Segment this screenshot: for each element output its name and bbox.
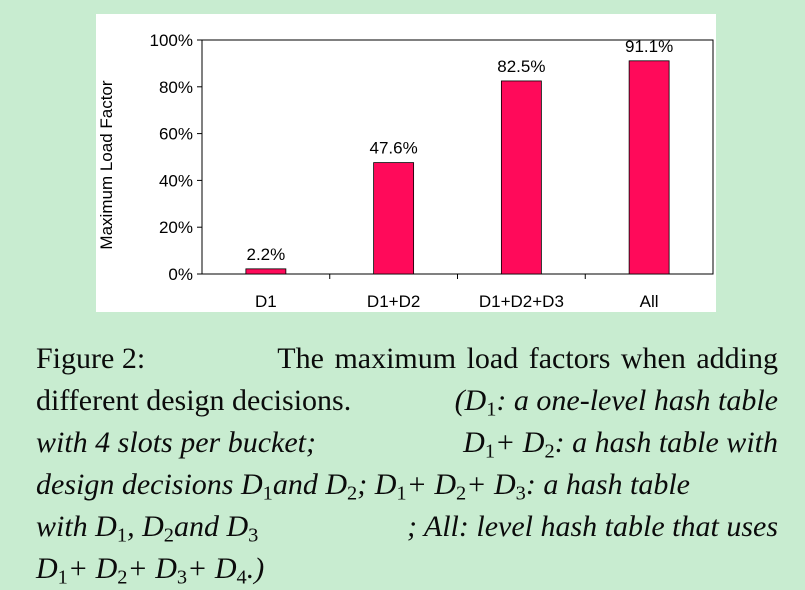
bar (373, 162, 415, 275)
caption-line-2: different design decisions. (D1: a one-l… (36, 380, 778, 422)
y-tick-label: 40% (159, 171, 193, 190)
figure-caption: Figure 2: The maximum load factors when … (36, 338, 778, 590)
bar (628, 60, 670, 275)
bar (500, 80, 542, 275)
caption-text: different design decisions. (36, 384, 352, 417)
y-tick-label: 80% (159, 78, 193, 97)
caption-label: Figure 2: (36, 342, 146, 375)
y-axis-label: Maximum Load Factor (97, 80, 116, 249)
y-tick-label: 0% (168, 265, 193, 284)
x-tick-label: D1+D2 (367, 292, 420, 311)
caption-definition: with D1, D2 and D3 (36, 510, 259, 547)
y-axis-label-group: Maximum Load Factor (97, 80, 116, 249)
caption-line-3: with 4 slots per bucket; D1 + D2: a hash… (36, 422, 778, 464)
bar (245, 268, 287, 275)
data-label: 2.2% (247, 245, 286, 264)
bar-chart: Maximum Load Factor 0% 20% 40% 60% 80% 100% 2.… (97, 31, 714, 311)
x-tick-label: D1 (255, 292, 277, 311)
caption-definition: design decisions D1 and D2; D1 + D2 + D3… (36, 468, 690, 505)
data-label: 82.5% (497, 57, 545, 76)
x-tick-label: D1+D2+D3 (479, 292, 564, 311)
caption-definition: (D1: a one-level hash table (454, 384, 778, 421)
caption-text: The maximum load factors when adding (277, 342, 778, 375)
chart-figure: Maximum Load Factor 0% 20% 40% 60% 80% 100% 2.… (96, 14, 716, 312)
y-tick-label: 20% (159, 218, 193, 237)
plot-area: 0% 20% 40% 60% 80% 100% 2.2% D1 47.6% D1+D2 82.5% D… (150, 31, 714, 311)
caption-line-6: D1 + D2 + D3 + D4.) (36, 548, 778, 590)
data-label: 91.1% (625, 37, 673, 56)
y-tick-label: 60% (159, 125, 193, 144)
caption-line-5: with D1, D2 and D3 ; All: level hash tab… (36, 506, 778, 548)
caption-definition: D1 + D2 + D3 + D4.) (36, 552, 265, 589)
caption-line-4: design decisions D1 and D2; D1 + D2 + D3… (36, 464, 778, 506)
caption-definition: D1 + D2: a hash table with (463, 426, 778, 463)
x-tick-label: All (640, 292, 659, 311)
y-tick-label: 100% (150, 31, 193, 50)
data-label: 47.6% (370, 139, 418, 158)
caption-line-1: Figure 2: The maximum load factors when … (36, 338, 778, 380)
